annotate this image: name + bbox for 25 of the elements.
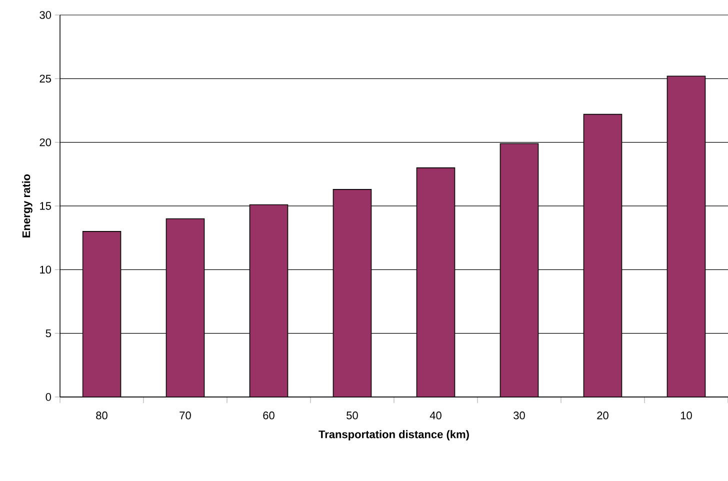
- y-tick-label: 5: [46, 329, 52, 338]
- bar: [416, 168, 455, 397]
- y-axis-title: Energy ratio: [22, 174, 32, 238]
- bar: [584, 114, 622, 397]
- x-tick-label: 50: [346, 412, 358, 420]
- bar: [166, 218, 204, 397]
- bar: [82, 231, 121, 397]
- y-tick-label: 15: [40, 202, 51, 210]
- y-tick-label: 30: [40, 11, 52, 19]
- bar: [500, 144, 538, 397]
- x-tick-label: 40: [430, 412, 442, 420]
- x-axis-title: Transportation distance (km): [318, 430, 469, 440]
- y-tick-label: 25: [40, 74, 51, 83]
- bar: [250, 204, 288, 397]
- x-tick-label: 70: [180, 412, 191, 420]
- bar: [333, 189, 372, 397]
- x-tick-label: 80: [96, 412, 108, 420]
- bar: [666, 76, 706, 397]
- y-tick-label: 10: [40, 266, 52, 274]
- x-tick-label: 30: [514, 412, 525, 420]
- y-tick-label: 20: [40, 138, 52, 146]
- x-tick-label: 20: [597, 412, 608, 420]
- y-tick-label: 0: [46, 393, 52, 401]
- x-tick-label: 10: [680, 412, 692, 420]
- x-tick-label: 60: [263, 412, 274, 420]
